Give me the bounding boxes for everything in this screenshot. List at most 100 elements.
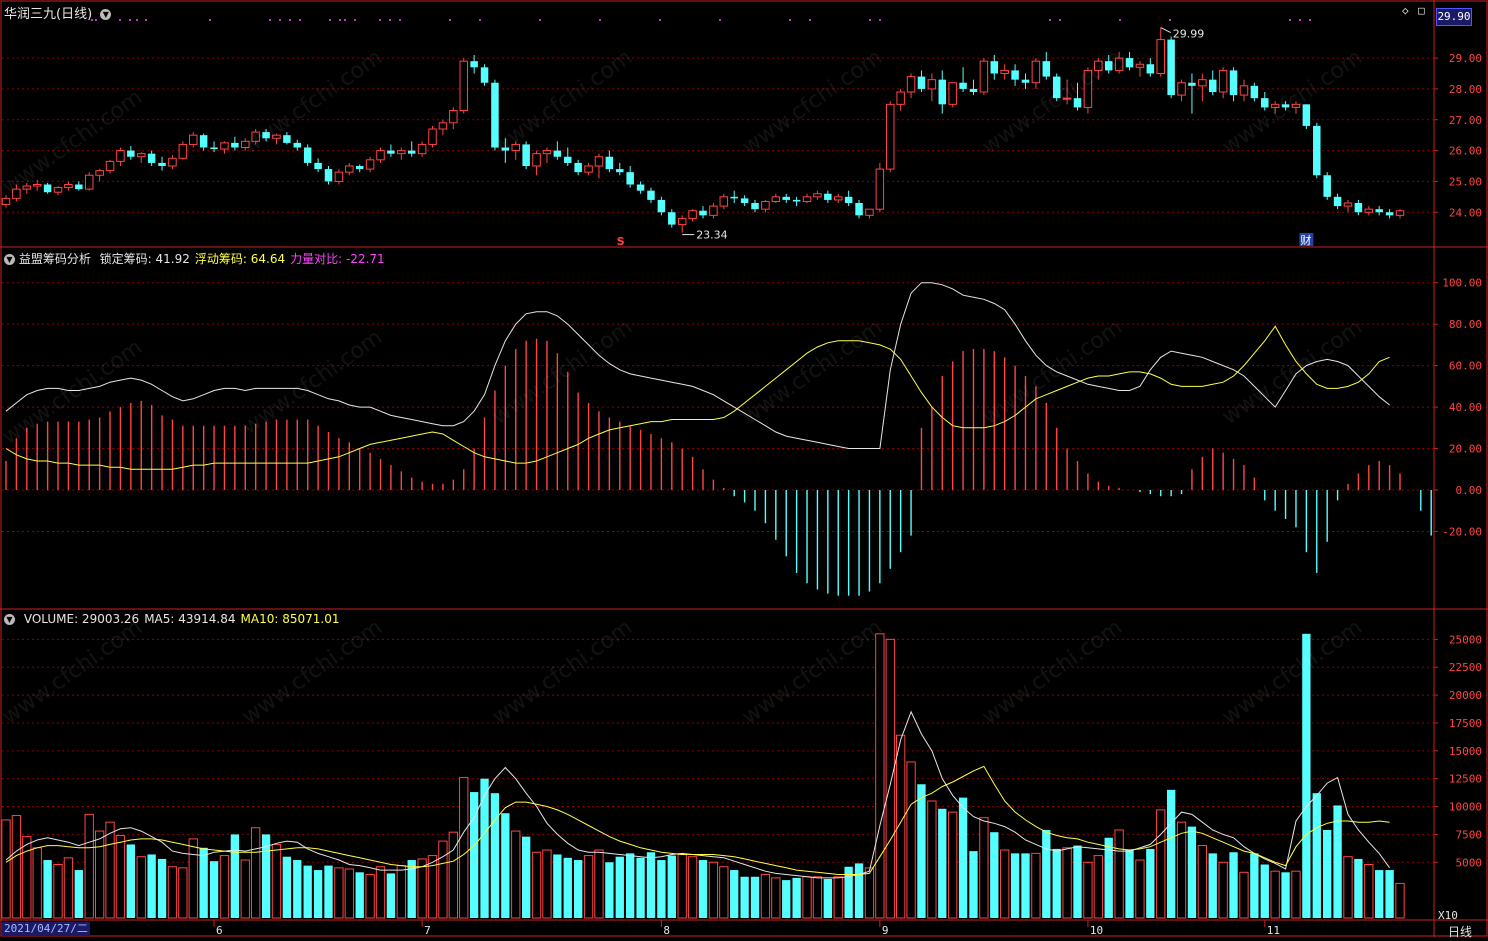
volume-bar	[760, 874, 771, 919]
volume-value-0: VOLUME: 29003.26	[23, 612, 140, 626]
volume-bar	[812, 876, 823, 919]
cai-mark-bg	[1299, 233, 1314, 246]
dropdown-icon[interactable]: ▼	[100, 9, 112, 20]
zoom-label[interactable]: X10	[1438, 909, 1458, 922]
indicator-axis-tick-label: -20.00	[1442, 525, 1482, 538]
event-dot	[599, 19, 601, 21]
candle-body	[906, 76, 916, 93]
candle-body	[855, 203, 863, 216]
volume-bar	[501, 813, 510, 918]
indicator-values: 锁定筹码: 41.92 浮动筹码: 64.64 力量对比: -22.71	[95, 252, 385, 266]
candle-body	[584, 165, 593, 173]
candle-body	[459, 60, 468, 111]
volume-bar	[199, 847, 208, 918]
month-label: 6	[216, 924, 223, 937]
volume-bar	[469, 792, 479, 918]
candle-body	[1218, 69, 1228, 93]
candle-body	[1125, 58, 1134, 68]
volume-bar	[657, 860, 666, 918]
event-dot	[1309, 19, 1311, 21]
candle-body	[1083, 69, 1093, 108]
volume-bar	[251, 827, 261, 919]
event-dot	[719, 19, 721, 21]
volume-bar	[823, 878, 832, 918]
diamond-icon[interactable]: ◇	[1402, 4, 1409, 17]
volume-bar	[979, 817, 989, 919]
volume-bar	[11, 814, 22, 919]
volume-value-1: MA5: 43914.84	[144, 612, 236, 626]
candle-body	[1052, 76, 1061, 99]
volume-bar	[209, 861, 219, 918]
volume-bar	[32, 847, 42, 919]
volume-bar	[126, 844, 135, 918]
volume-ma10-line	[5, 765, 1390, 875]
volume-bar	[1312, 793, 1321, 918]
volume-bar	[969, 851, 978, 918]
volume-bar	[1229, 852, 1238, 918]
indicator-value-0: 锁定筹码: 41.92	[99, 252, 190, 266]
candle-body	[1104, 61, 1113, 71]
close-icon[interactable]: □	[1418, 4, 1425, 17]
candle-body	[542, 150, 552, 155]
candle-body	[64, 184, 73, 189]
indicator-dropdown-icon[interactable]: ▼	[4, 254, 15, 265]
candle-body	[959, 82, 967, 89]
candle-body	[886, 103, 895, 170]
event-dot	[1049, 19, 1051, 21]
volume-bar	[1021, 853, 1030, 918]
candle-body	[605, 156, 614, 170]
indicator-axis-tick-label: 100.00	[1442, 277, 1482, 290]
volume-bar	[511, 830, 521, 919]
chart-title-row: 华润三九(日线) ▼	[4, 3, 112, 22]
event-dot	[339, 19, 341, 21]
candle-body	[303, 147, 312, 163]
volume-axis-tick-label: 12500	[1449, 773, 1482, 786]
candle-body	[417, 143, 427, 155]
indicator-value-2: 力量对比: -22.71	[290, 252, 385, 266]
event-dot	[879, 19, 881, 21]
candle-body	[501, 147, 510, 151]
volume-bar	[1052, 848, 1061, 918]
candle-body	[1250, 85, 1259, 99]
volume-bar	[802, 876, 812, 919]
candle-body	[1302, 104, 1311, 126]
candle-body	[1094, 60, 1103, 71]
candle-body	[1146, 64, 1155, 74]
volume-bar	[43, 860, 52, 918]
volume-bar	[448, 831, 458, 919]
period-label[interactable]: 日线	[1448, 925, 1473, 939]
volume-bar	[136, 856, 146, 919]
volume-bar	[1270, 870, 1280, 919]
volume-bar	[63, 857, 74, 919]
indicator-axis-tick-label: 60.00	[1449, 360, 1482, 373]
volume-values: VOLUME: 29003.26 MA5: 43914.84 MA10: 85071…	[19, 612, 340, 626]
volume-bar	[854, 863, 864, 918]
candle-body	[178, 143, 188, 159]
candle-body	[1261, 98, 1269, 108]
volume-dropdown-icon[interactable]: ▼	[4, 614, 15, 625]
volume-bar	[885, 638, 895, 919]
event-dot	[344, 19, 346, 21]
candle-body	[771, 196, 781, 202]
volume-bar	[958, 797, 968, 918]
s-mark: S	[617, 235, 625, 248]
volume-bar	[219, 855, 230, 919]
volume-bar	[1166, 789, 1176, 918]
volume-bar	[386, 873, 396, 918]
candle-body	[1229, 70, 1238, 96]
volume-bar	[230, 834, 240, 918]
candle-body	[1011, 70, 1019, 80]
indicator-axis-tick-label: 0.00	[1456, 484, 1483, 497]
candle-body	[1042, 61, 1051, 77]
event-dot	[354, 19, 356, 21]
event-dot	[1299, 19, 1301, 21]
candle-body	[241, 140, 250, 148]
month-label: 11	[1267, 924, 1280, 937]
volume-bar	[917, 784, 926, 918]
event-dot	[136, 19, 138, 21]
volume-bar	[375, 866, 386, 919]
candle-body	[813, 193, 822, 198]
volume-bar	[1, 819, 11, 919]
